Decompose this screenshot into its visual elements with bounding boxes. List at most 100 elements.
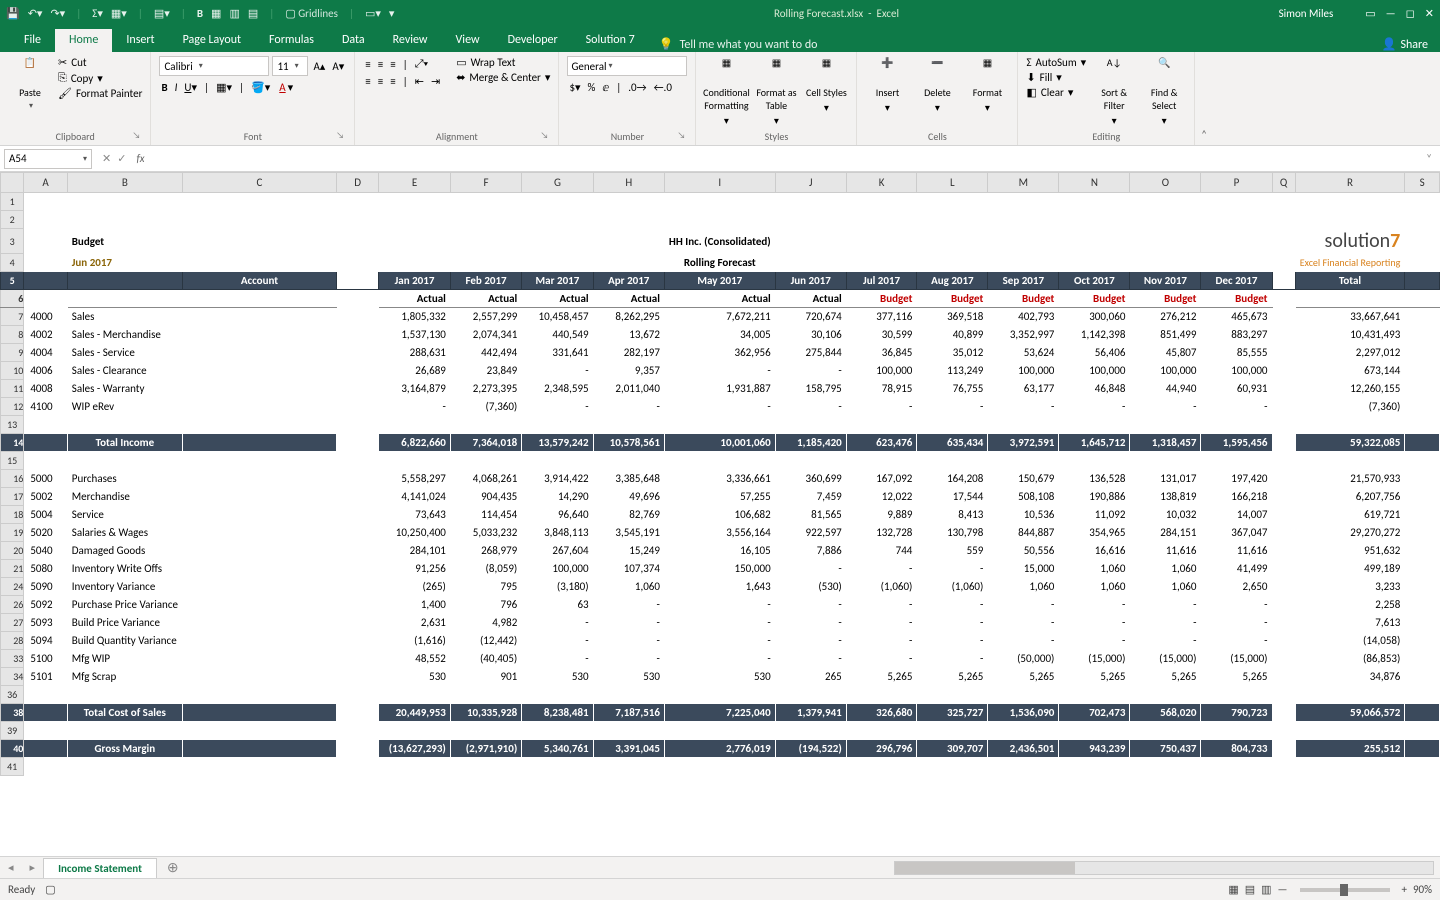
merge-center-button[interactable]: ⬌ Merge & Center ▾ xyxy=(456,71,550,84)
row-header[interactable]: 19 xyxy=(1,524,24,542)
insert-cells-button[interactable]: ➕Insert▾ xyxy=(865,56,909,114)
find-select-button[interactable]: 🔍Find & Select▾ xyxy=(1142,56,1186,127)
tab-data[interactable]: Data xyxy=(328,29,379,52)
column-header[interactable]: G xyxy=(522,173,593,193)
row-header[interactable]: 3 xyxy=(1,229,24,254)
collapse-ribbon-icon[interactable]: ˄ xyxy=(1195,124,1213,145)
macro-record-icon[interactable]: ▢ xyxy=(45,883,55,896)
conditional-formatting-button[interactable]: ▦Conditional Formatting▾ xyxy=(704,56,748,127)
format-as-table-button[interactable]: ▦Format as Table▾ xyxy=(754,56,798,127)
page-layout-view-icon[interactable]: ▤ xyxy=(1245,883,1255,896)
redo-icon[interactable]: ↷▾ xyxy=(50,7,65,20)
close-icon[interactable]: ✕ xyxy=(1425,7,1434,20)
zoom-slider[interactable] xyxy=(1300,888,1390,892)
sum-icon[interactable]: Σ▾ xyxy=(92,7,103,20)
worksheet-grid[interactable]: ABCDEFGHIJKLMNOPQRS123BudgetHH Inc. (Con… xyxy=(0,172,1440,856)
tab-page-layout[interactable]: Page Layout xyxy=(169,29,255,52)
row-header[interactable]: 36 xyxy=(1,686,24,704)
column-header[interactable]: D xyxy=(337,173,379,193)
cancel-formula-icon[interactable]: ✕ xyxy=(102,152,111,165)
border-icon[interactable]: ▦ xyxy=(211,7,221,20)
align-icon[interactable]: ▭▾ xyxy=(365,7,381,20)
column-header[interactable]: E xyxy=(379,173,451,193)
row-header[interactable]: 6 xyxy=(1,290,24,308)
align-left-icon[interactable]: ≡ xyxy=(363,74,372,89)
align-bottom-icon[interactable]: ≡ xyxy=(388,57,397,72)
add-sheet-icon[interactable]: ⊕ xyxy=(157,859,189,876)
decrease-decimal-icon[interactable]: ←.0 xyxy=(652,80,674,95)
row-header[interactable]: 5 xyxy=(1,272,24,290)
bold-icon[interactable]: B xyxy=(197,7,203,20)
enter-formula-icon[interactable]: ✓ xyxy=(117,152,126,165)
zoom-level[interactable]: 90% xyxy=(1413,883,1432,896)
number-format-select[interactable]: General▾ xyxy=(567,56,687,76)
increase-font-icon[interactable]: A▴ xyxy=(311,59,327,74)
fx-icon[interactable]: fx xyxy=(132,152,148,165)
column-header[interactable]: A xyxy=(24,173,67,193)
column-header[interactable]: N xyxy=(1059,173,1130,193)
qat-more-icon[interactable]: ▾ xyxy=(389,7,395,20)
row-header[interactable]: 24 xyxy=(1,578,24,596)
percent-icon[interactable]: % xyxy=(586,80,598,95)
align-top-icon[interactable]: ≡ xyxy=(363,57,372,72)
row-header[interactable]: 28 xyxy=(1,632,24,650)
fill-button[interactable]: ⬇ Fill ▾ xyxy=(1026,71,1086,84)
zoom-in-icon[interactable]: + xyxy=(1402,883,1407,896)
column-header[interactable]: Q xyxy=(1272,173,1295,193)
alignment-launcher-icon[interactable]: ↘ xyxy=(541,130,549,141)
wrap-text-button[interactable]: ▭ Wrap Text xyxy=(456,56,550,69)
format-painter-button[interactable]: 🖌 Format Painter xyxy=(58,87,142,100)
row-header[interactable]: 38 xyxy=(1,704,24,722)
tab-formulas[interactable]: Formulas xyxy=(255,29,328,52)
font-color-button[interactable]: A▾ xyxy=(275,80,295,95)
currency-icon[interactable]: $▾ xyxy=(567,80,582,95)
italic-button[interactable]: I xyxy=(173,80,180,95)
delete-cells-button[interactable]: ➖Delete▾ xyxy=(915,56,959,114)
align-center-icon[interactable]: ≡ xyxy=(376,74,385,89)
save-icon[interactable]: 💾 xyxy=(6,7,20,20)
sort-filter-button[interactable]: A↓Sort & Filter▾ xyxy=(1092,56,1136,127)
border-button[interactable]: ▦▾ xyxy=(214,80,234,95)
maximize-icon[interactable]: ◻ xyxy=(1406,7,1415,20)
ribbon-options-icon[interactable]: ▭ xyxy=(1365,7,1375,20)
autosum-button[interactable]: Σ AutoSum ▾ xyxy=(1026,56,1086,69)
row-header[interactable]: 2 xyxy=(1,211,24,229)
align-right-icon[interactable]: ≡ xyxy=(388,74,397,89)
gridlines-toggle[interactable]: ▢ Gridlines xyxy=(285,7,338,20)
number-launcher-icon[interactable]: ↘ xyxy=(678,130,686,141)
comma-icon[interactable]: ⅇ xyxy=(600,80,611,95)
border-icon-3[interactable]: ▤ xyxy=(248,7,258,20)
row-header[interactable]: 10 xyxy=(1,362,24,380)
paste-button[interactable]: 📋 Paste▾ xyxy=(8,56,52,111)
expand-formula-bar-icon[interactable]: ˅ xyxy=(1418,152,1440,165)
column-header[interactable]: H xyxy=(593,173,664,193)
tab-file[interactable]: File xyxy=(10,29,55,52)
column-header[interactable]: K xyxy=(846,173,917,193)
cell-styles-button[interactable]: ▦Cell Styles▾ xyxy=(804,56,848,114)
tab-developer[interactable]: Developer xyxy=(494,29,572,52)
row-header[interactable]: 4 xyxy=(1,254,24,272)
user-name[interactable]: Simon Miles xyxy=(1279,7,1334,20)
column-header[interactable]: R xyxy=(1295,173,1405,193)
row-header[interactable]: 8 xyxy=(1,326,24,344)
formula-input[interactable] xyxy=(149,149,1419,169)
row-header[interactable]: 12 xyxy=(1,398,24,416)
increase-indent-icon[interactable]: ⇥ xyxy=(429,74,442,89)
orientation-icon[interactable]: ⤢▾ xyxy=(413,56,430,72)
row-header[interactable]: 40 xyxy=(1,740,24,758)
font-launcher-icon[interactable]: ↘ xyxy=(336,130,344,141)
underline-button[interactable]: U▾ xyxy=(182,80,199,95)
sheet-nav-prev-icon[interactable]: ◂ xyxy=(0,861,22,874)
normal-view-icon[interactable]: ▦ xyxy=(1228,883,1238,896)
row-header[interactable]: 16 xyxy=(1,470,24,488)
border-icon-2[interactable]: ▥ xyxy=(229,7,239,20)
column-header[interactable]: F xyxy=(450,173,521,193)
decrease-font-icon[interactable]: A▾ xyxy=(330,59,346,74)
row-header[interactable]: 27 xyxy=(1,614,24,632)
cut-button[interactable]: ✂ Cut xyxy=(58,56,142,69)
tab-home[interactable]: Home xyxy=(55,29,112,52)
row-header[interactable]: 26 xyxy=(1,596,24,614)
filter-icon[interactable]: ▦▾ xyxy=(111,7,127,20)
row-header[interactable]: 17 xyxy=(1,488,24,506)
column-header[interactable]: M xyxy=(988,173,1059,193)
